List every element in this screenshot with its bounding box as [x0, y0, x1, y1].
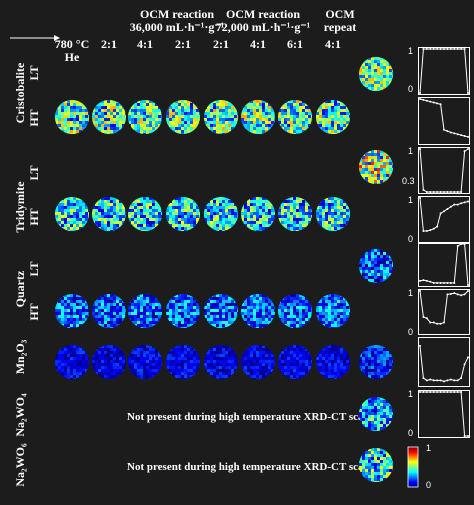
tomo-mn2o3	[55, 345, 89, 379]
ratio-header: 4:1	[325, 37, 341, 51]
row-label-mn2o3: Mn₂O₃	[13, 339, 27, 375]
tomo-mn2o3	[166, 345, 200, 379]
tomo-mn2o3	[278, 345, 312, 379]
plot-tick-label: 0	[408, 234, 414, 244]
tomo-quartz-ht	[92, 294, 126, 328]
row-label-na2wo6: Na₂WO₆	[13, 443, 27, 487]
lt-label-tridymite: LT	[27, 165, 41, 181]
plot-tick-label: 1	[408, 146, 414, 156]
ratio-header: 4:1	[250, 37, 266, 51]
tomo-quartz-ht	[204, 294, 238, 328]
plot-tridymite-lt	[418, 147, 470, 194]
tomo-tridymite-ht	[316, 197, 350, 231]
tomo-mn2o3	[128, 345, 162, 379]
row-label-cristobalite: Cristobalite	[13, 62, 27, 124]
tomo-quartz-ht	[278, 294, 312, 328]
group1-title-line1: OCM reaction	[139, 7, 215, 21]
tomo-mn2o3	[92, 345, 126, 379]
plot-na2wo4	[418, 390, 470, 438]
group3-title-line2: repeat	[323, 20, 357, 34]
tomo-cristobalite-ht	[241, 100, 275, 134]
group1-title-line2: 36,000 mL·h⁻¹·g⁻¹	[129, 20, 225, 34]
plot-tick-label: 0	[408, 327, 414, 337]
tomo-tridymite-ht	[128, 197, 162, 231]
tomo-cristobalite-ht	[204, 100, 238, 134]
ratio-header: 4:1	[137, 37, 153, 51]
tomo-cristobalite-ht	[92, 100, 126, 134]
group2-title-line2: 72,000 mL·h⁻¹·g⁻¹	[215, 20, 311, 34]
plot-tick-label: 1	[408, 288, 414, 298]
tomo-cristobalite-ht	[278, 100, 312, 134]
group2-title: OCM reaction 72,000 mL·h⁻¹·g⁻¹	[208, 8, 318, 34]
lt-label-cristobalite: LT	[27, 65, 41, 81]
colorbar	[407, 446, 419, 488]
na2wo4-note: Not present during high temperature XRD-…	[127, 411, 374, 423]
plot-tick-label: 1	[408, 46, 414, 56]
tomo-quartz-ht	[241, 294, 275, 328]
group1-title: OCM reaction 36,000 mL·h⁻¹·g⁻¹	[97, 8, 257, 34]
tomo-tridymite-ht	[92, 197, 126, 231]
tomo-mn2o3	[316, 345, 350, 379]
first-col-line1: 780 °C	[54, 37, 90, 51]
colorbar-min-label: 0	[426, 480, 432, 490]
colorbar-max-label: 1	[426, 443, 432, 453]
tomo-mn2o3	[241, 345, 275, 379]
tomo-quartz-ht	[128, 294, 162, 328]
tomo-cristobalite-lt-rt	[359, 57, 393, 91]
tomo-tridymite-ht	[204, 197, 238, 231]
first-column-header: 780 °C He	[50, 38, 94, 64]
ratio-header: 2:1	[213, 37, 229, 51]
plot-tick-label: 0	[408, 84, 414, 94]
tomo-tridymite-ht	[166, 197, 200, 231]
ratio-header: 6:1	[287, 37, 303, 51]
group3-title-line1: OCM	[325, 7, 355, 21]
ht-label-quartz: HT	[27, 303, 41, 321]
first-col-line2: He	[64, 50, 80, 64]
na2wo6-note: Not present during high temperature XRD-…	[127, 461, 374, 473]
tomo-quartz-ht	[55, 294, 89, 328]
plot-tick-label: 0	[408, 428, 414, 438]
plot-tick-label: 0.3	[402, 176, 415, 186]
tomo-quartz-lt-rt	[359, 249, 393, 283]
ratio-header: 2:1	[101, 37, 117, 51]
group2-title-line1: OCM reaction	[225, 7, 301, 21]
ratio-header: 2:1	[175, 37, 191, 51]
group3-title: OCM repeat	[318, 8, 362, 34]
plot-tick-label: 1	[408, 195, 414, 205]
tomo-tridymite-lt-rt	[359, 150, 393, 184]
plot-cristobalite-lt	[418, 47, 470, 95]
tomo-mn2o3-rt	[359, 345, 393, 379]
plot-quartz-lt	[418, 242, 470, 287]
tomo-cristobalite-ht	[166, 100, 200, 134]
tomo-na2wo4-rt	[359, 397, 393, 431]
tomo-quartz-ht	[316, 294, 350, 328]
plot-quartz-ht	[418, 289, 470, 335]
tomo-tridymite-ht	[278, 197, 312, 231]
tomo-tridymite-ht	[241, 197, 275, 231]
tomo-cristobalite-ht	[55, 100, 89, 134]
ht-label-cristobalite: HT	[27, 109, 41, 127]
lt-label-quartz: LT	[27, 261, 41, 277]
tomo-na2wo6-rt	[359, 448, 393, 482]
tomo-quartz-ht	[166, 294, 200, 328]
tomo-cristobalite-ht	[128, 100, 162, 134]
tomo-tridymite-ht	[55, 197, 89, 231]
plot-cristobalite-ht	[418, 97, 470, 145]
plot-tick-label: 1	[408, 389, 414, 399]
plot-tridymite-ht	[418, 196, 470, 244]
row-label-tridymite: Tridymite	[13, 181, 27, 233]
plot-mn2o3	[418, 337, 470, 387]
arrow-icon	[10, 35, 60, 41]
tomo-cristobalite-ht	[316, 100, 350, 134]
row-label-quartz: Quartz	[13, 270, 27, 308]
tomo-mn2o3	[204, 345, 238, 379]
ht-label-tridymite: HT	[27, 208, 41, 226]
